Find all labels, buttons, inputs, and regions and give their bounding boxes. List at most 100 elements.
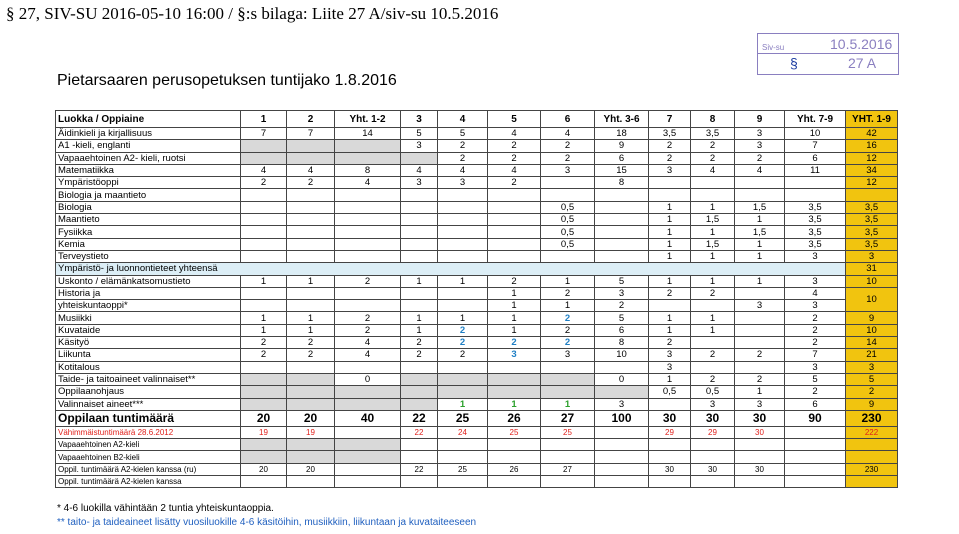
cell <box>437 372 488 387</box>
cell <box>286 372 335 387</box>
cell: 3,5 <box>845 200 898 215</box>
cell: 7 <box>286 126 335 141</box>
cell <box>784 450 846 464</box>
cell: 1 <box>690 323 735 338</box>
cell: 100 <box>594 409 649 427</box>
cell: 230 <box>845 462 898 477</box>
cell <box>400 372 438 387</box>
cell: 9 <box>594 139 649 153</box>
cell: 1 <box>240 323 287 338</box>
cell <box>734 311 785 325</box>
cell <box>286 385 335 399</box>
cell <box>690 360 735 374</box>
cell <box>784 475 846 489</box>
cell <box>286 475 335 489</box>
row-label: Käsityö <box>55 336 241 350</box>
cell: 30 <box>690 409 735 427</box>
cell: 3 <box>594 397 649 411</box>
cell: 1 <box>648 274 691 288</box>
cell: 1 <box>286 274 335 288</box>
cell: 10 <box>784 126 846 141</box>
cell <box>400 385 438 399</box>
cell: 2 <box>690 348 735 362</box>
cell: 0 <box>594 372 649 387</box>
cell <box>648 188 691 202</box>
cell <box>334 425 401 440</box>
cell: 2 <box>690 151 735 165</box>
cell: 1 <box>648 249 691 264</box>
cell <box>734 336 785 350</box>
cell <box>734 438 785 452</box>
cell <box>734 475 785 489</box>
cell <box>845 475 898 489</box>
cell: 24 <box>437 425 488 440</box>
cell <box>594 475 649 489</box>
stamp-label: Siv-su <box>762 43 785 52</box>
cell <box>240 475 287 489</box>
cell: 5 <box>594 311 649 325</box>
cell: 2 <box>540 151 595 165</box>
cell <box>286 299 335 313</box>
cell: 1 <box>540 397 595 411</box>
cell <box>240 200 287 215</box>
cell <box>286 237 335 251</box>
cell <box>784 438 846 452</box>
cell: 1 <box>240 274 287 288</box>
cell <box>487 475 541 489</box>
cell: 15 <box>594 163 649 178</box>
row-label: A1 -kieli, englanti <box>55 139 241 153</box>
cell: 22 <box>400 462 438 477</box>
cell: 3,5 <box>648 126 691 141</box>
cell: 2 <box>648 151 691 165</box>
cell: 2 <box>334 323 401 338</box>
cell <box>594 438 649 452</box>
cell: 19 <box>240 425 287 440</box>
row-label: Historia ja <box>55 286 241 301</box>
cell: 6 <box>594 323 649 338</box>
cell: 29 <box>648 425 691 440</box>
cell: 1 <box>648 225 691 239</box>
table-row: Uskonto / elämänkatsomustieto 1 1 2 1 1 2 1 5 1 1 1… <box>55 274 898 288</box>
table-row: Oppilaan tuntimäärä 20 20 40 22 25 26 27 100 30 30… <box>55 409 898 427</box>
cell: 3 <box>437 176 488 190</box>
cell <box>594 385 649 399</box>
cell: 2 <box>784 385 846 399</box>
cell: 2 <box>540 139 595 153</box>
cell <box>240 286 287 301</box>
cell <box>487 249 541 264</box>
cell <box>540 360 595 374</box>
cell: 3 <box>487 348 541 362</box>
cell <box>437 475 488 489</box>
cell: 3 <box>734 139 785 153</box>
cell: 1 <box>400 274 438 288</box>
cell <box>437 438 488 452</box>
cell <box>487 360 541 374</box>
cell <box>400 286 438 301</box>
cell: 6 <box>594 151 649 165</box>
row-label: Ympäristöoppi <box>55 176 241 190</box>
cell: 1 <box>648 372 691 387</box>
column-header: 5 <box>487 110 541 128</box>
cell: 4 <box>286 163 335 178</box>
row-label: Oppilaan tuntimäärä <box>55 409 241 427</box>
cell <box>487 372 541 387</box>
cell <box>594 200 649 215</box>
cell <box>594 188 649 202</box>
cell <box>240 188 287 202</box>
cell: 42 <box>845 126 898 141</box>
cell: 3 <box>784 249 846 264</box>
cell <box>334 249 401 264</box>
stamp-divider <box>758 53 898 54</box>
column-header: Luokka / Oppiaine <box>55 110 241 128</box>
cell <box>540 372 595 387</box>
row-label: Valinnaiset aineet*** <box>55 397 241 411</box>
column-header: 7 <box>648 110 691 128</box>
cell <box>240 360 287 374</box>
cell <box>540 450 595 464</box>
cell: 2 <box>784 323 846 338</box>
cell: 4 <box>734 163 785 178</box>
cell: 9 <box>845 311 898 325</box>
cell: 25 <box>437 462 488 477</box>
footnote: ** taito- ja taideaineet lisätty vuosilu… <box>57 517 477 528</box>
